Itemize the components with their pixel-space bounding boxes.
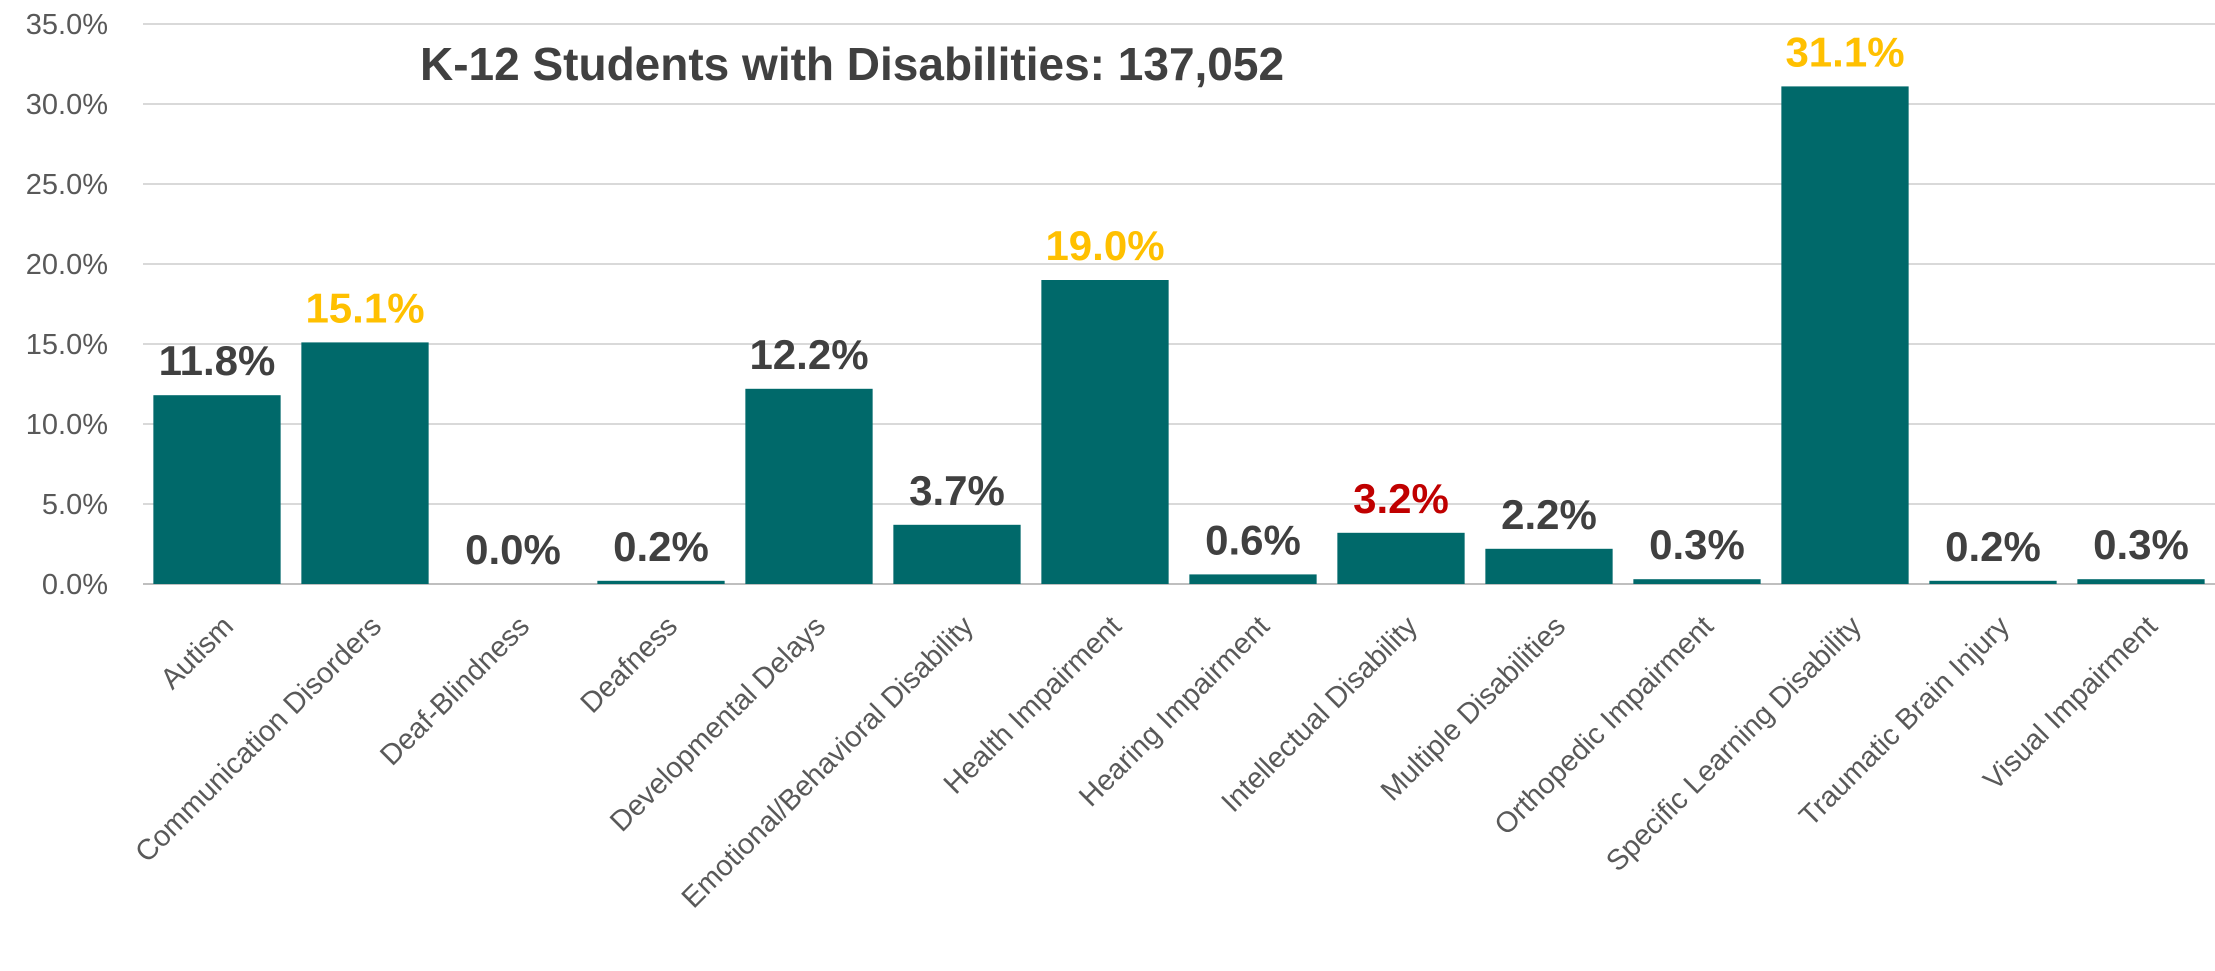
bar: [745, 388, 873, 584]
y-tick-label: 30.0%: [26, 89, 108, 121]
category-label: Deaf-Blindness: [374, 610, 536, 772]
data-label: 19.0%: [1045, 222, 1164, 269]
bar: [1633, 579, 1761, 584]
data-label: 2.2%: [1501, 491, 1597, 538]
data-label: 31.1%: [1785, 28, 1904, 75]
data-label: 0.3%: [2093, 521, 2189, 568]
category-label: Deafness: [575, 610, 684, 719]
bar: [153, 395, 281, 584]
bar: [2077, 579, 2205, 584]
bar: [1485, 548, 1613, 584]
y-tick-label: 25.0%: [26, 169, 108, 201]
y-tick-label: 10.0%: [26, 409, 108, 441]
bar: [1337, 532, 1465, 584]
y-tick-label: 35.0%: [26, 9, 108, 41]
bar: [1189, 574, 1317, 584]
bar: [1781, 86, 1909, 585]
category-label: Emotional/Behavioral Disability: [676, 610, 980, 914]
y-tick-label: 15.0%: [26, 329, 108, 361]
bar: [301, 342, 429, 584]
category-label: Autism: [155, 610, 240, 695]
y-axis-ticks: 0.0% 5.0% 10.0% 15.0% 20.0% 25.0% 30.0% 35.0%: [26, 9, 108, 601]
chart-title: K-12 Students with Disabilities: 137,052: [420, 38, 1284, 90]
data-label: 3.7%: [909, 467, 1005, 514]
bar: [893, 524, 1021, 584]
y-tick-label: 20.0%: [26, 249, 108, 281]
data-label: 0.2%: [1945, 523, 2041, 570]
bars: [153, 86, 2205, 585]
data-labels: 11.8% 15.1% 0.0% 0.2% 12.2% 3.7% 19.0% 0.6% 3.2%…: [159, 28, 2189, 573]
data-label: 15.1%: [305, 284, 424, 331]
data-label: 0.0%: [465, 526, 561, 573]
data-label: 0.2%: [613, 523, 709, 570]
data-label: 0.6%: [1205, 516, 1301, 563]
category-label: Specific Learning Disability: [1600, 610, 1868, 878]
bar: [597, 580, 725, 584]
y-tick-label: 5.0%: [42, 489, 108, 521]
y-tick-label: 0.0%: [42, 569, 108, 601]
data-label: 0.3%: [1649, 521, 1745, 568]
bar: [1041, 280, 1169, 584]
gridlines: [143, 23, 2215, 585]
data-label: 3.2%: [1353, 475, 1449, 522]
category-label: Communication Disorders: [129, 610, 388, 869]
bar: [1929, 580, 2057, 584]
data-label: 11.8%: [159, 337, 276, 384]
data-label: 12.2%: [749, 331, 868, 378]
